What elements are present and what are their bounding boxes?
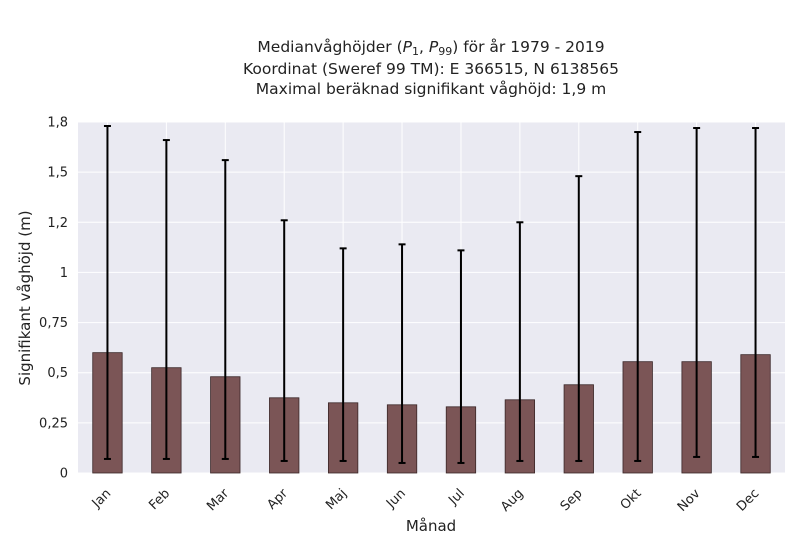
y-tick-labels: 0 0,25 0,5 0,75 1 1,2 1,5 1,8 <box>39 116 68 482</box>
x-tick-label: Nov <box>675 486 704 515</box>
error-bar-mar <box>221 159 229 460</box>
error-bar-okt <box>634 131 642 462</box>
x-tick-label: Apr <box>265 486 292 513</box>
error-bar-dec <box>752 127 760 458</box>
x-tick-labels: Jan Feb Mar Apr Maj Jun Jul Aug Sep Okt Nov Dec <box>89 486 763 515</box>
x-axis-label: Månad <box>406 517 456 535</box>
x-tick-label: Feb <box>146 486 173 513</box>
x-tick-label: Maj <box>323 486 350 513</box>
y-tick-label: 0 <box>60 467 68 482</box>
x-tick-label: Jan <box>89 486 114 511</box>
x-tick-label: Dec <box>734 486 762 514</box>
x-tick-label: Aug <box>498 486 527 515</box>
y-axis-label: Signifikant våghöjd (m) <box>16 210 34 385</box>
chart-title: Medianvåghöjder (P1, P99) för år 1979 - … <box>243 38 619 98</box>
x-tick-label: Sep <box>558 486 586 514</box>
error-bar-maj <box>339 247 347 462</box>
y-tick-label: 0,25 <box>39 416 68 431</box>
error-bar-jan <box>103 125 111 460</box>
y-tick-label: 1,8 <box>47 116 68 131</box>
error-bars <box>103 125 760 464</box>
error-bar-jul <box>457 249 465 464</box>
y-tick-label: 0,75 <box>39 316 68 331</box>
error-bar-jun <box>398 243 406 464</box>
y-tick-label: 1,2 <box>47 216 68 231</box>
error-bar-feb <box>162 139 170 460</box>
x-tick-label: Okt <box>618 486 645 513</box>
chart-title-line-1: Medianvåghöjder (P1, P99) för år 1979 - … <box>257 38 604 58</box>
chart-title-line-3: Maximal beräknad signifikant våghöjd: 1,… <box>256 80 606 98</box>
y-tick-label: 1,5 <box>47 166 68 181</box>
chart-title-line-2: Koordinat (Sweref 99 TM): E 366515, N 61… <box>243 60 619 78</box>
error-bar-sep <box>575 175 583 462</box>
error-bar-aug <box>516 221 524 462</box>
error-bar-apr <box>280 219 288 462</box>
error-bar-nov <box>693 127 701 458</box>
x-tick-label: Jul <box>445 486 467 508</box>
y-tick-label: 1 <box>60 266 68 281</box>
plot-area <box>78 122 785 473</box>
x-tick-label: Mar <box>204 486 232 514</box>
x-tick-label: Jun <box>383 486 409 512</box>
y-tick-label: 0,5 <box>47 366 68 381</box>
